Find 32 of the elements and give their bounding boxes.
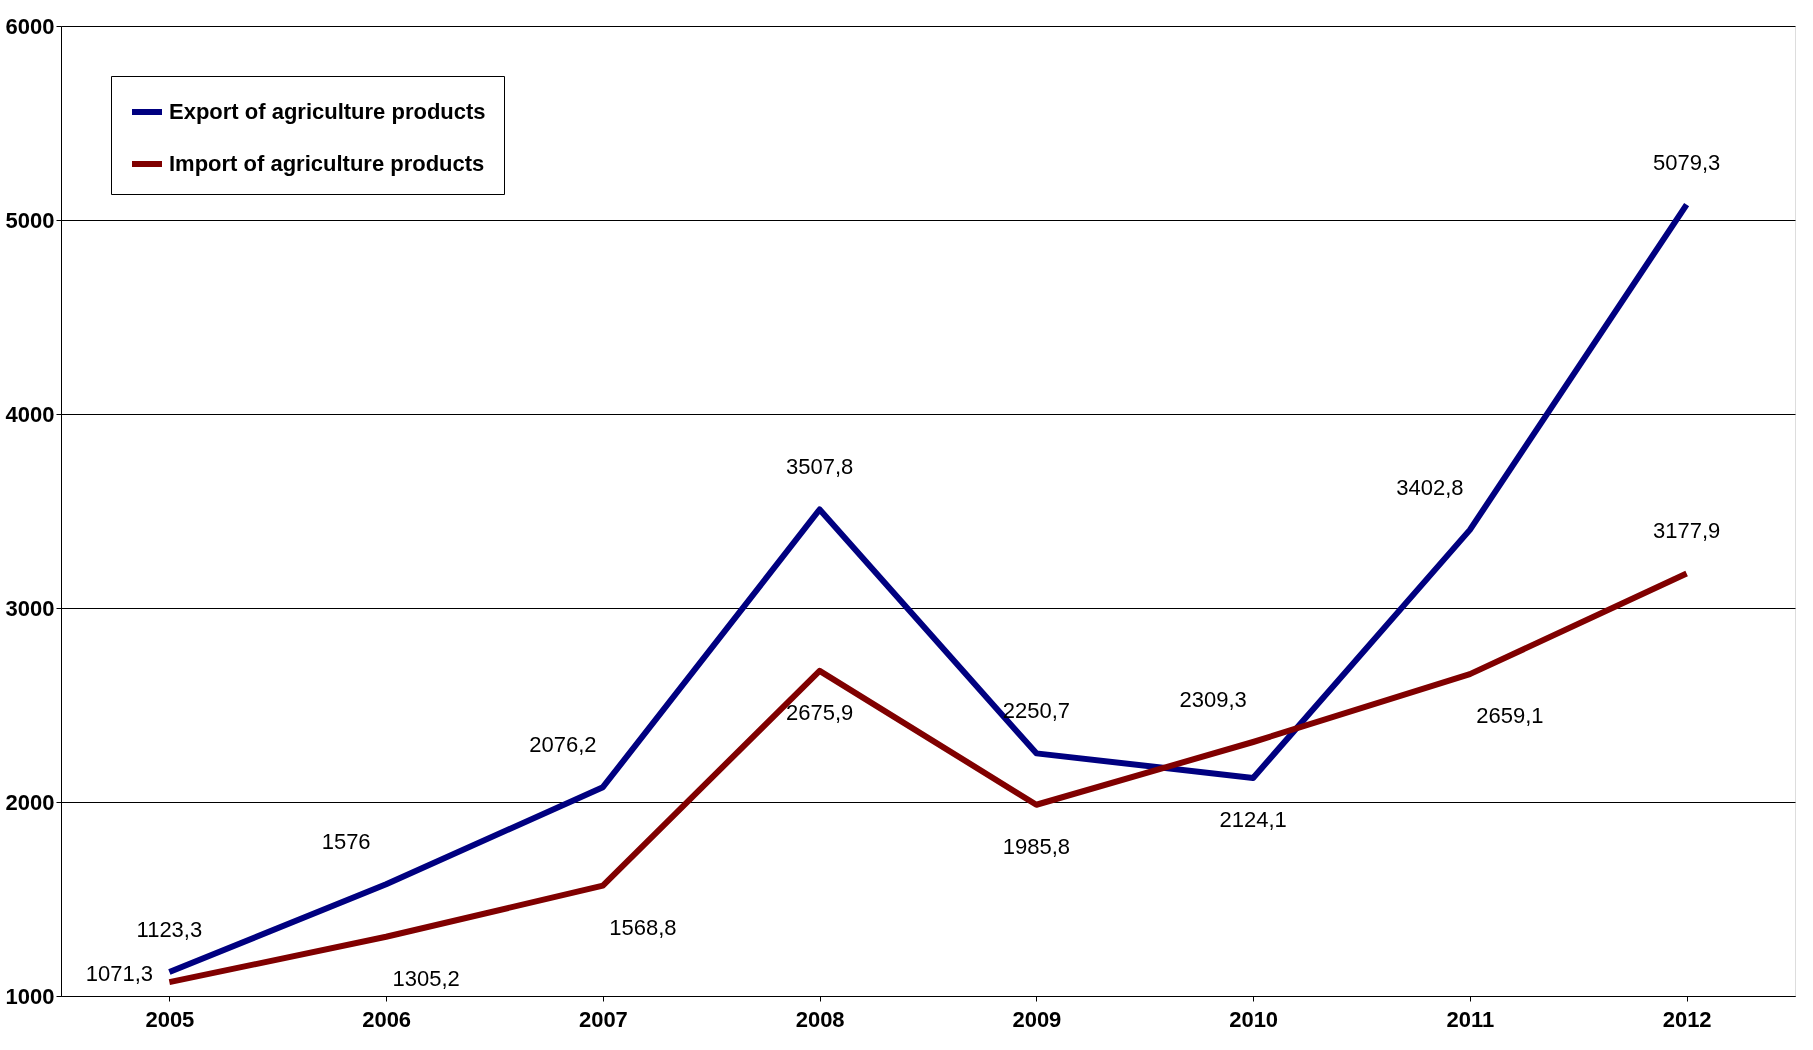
data-label: 2309,3 xyxy=(1179,687,1247,712)
data-label: 1576 xyxy=(321,829,371,855)
data-label: 2675,9 xyxy=(785,699,854,725)
data-label: 2076,2 xyxy=(529,732,597,758)
data-label: 2659,1 xyxy=(1476,703,1544,729)
x-tick-label: 2006 xyxy=(362,1006,412,1032)
data-label: 3507,8 xyxy=(785,454,854,480)
x-tick-label: 2007 xyxy=(578,1006,628,1032)
data-label: 3402,8 xyxy=(1396,474,1464,500)
y-tick-label: 3000 xyxy=(5,595,55,621)
data-label: 3177,9 xyxy=(1652,518,1721,544)
data-label: 1568,8 xyxy=(609,914,677,940)
data-label: 2124,1 xyxy=(1219,806,1287,832)
y-tick-label: 4000 xyxy=(5,401,55,427)
y-tick-label: 6000 xyxy=(5,13,55,39)
x-tick-label: 2009 xyxy=(1012,1006,1062,1032)
x-tick-label: 2008 xyxy=(795,1006,845,1032)
y-tick-label: 2000 xyxy=(5,789,55,815)
data-label: 2250,7 xyxy=(1002,698,1071,724)
data-label: 1071,3 xyxy=(85,961,154,987)
data-label: 1305,2 xyxy=(392,965,460,991)
data-label: 5079,3 xyxy=(1652,149,1721,175)
x-tick-label: 2012 xyxy=(1662,1006,1712,1032)
legend-label: Import of agriculture products xyxy=(169,151,485,176)
data-label: 1123,3 xyxy=(136,917,203,943)
data-label: 1985,8 xyxy=(1002,833,1071,859)
x-tick-label: 2005 xyxy=(145,1006,195,1032)
x-tick-label: 2011 xyxy=(1446,1006,1495,1032)
x-tick-label: 2010 xyxy=(1229,1006,1279,1032)
y-tick-label: 1000 xyxy=(5,983,55,1009)
legend-label: Export of agriculture products xyxy=(169,99,486,124)
y-tick-label: 5000 xyxy=(5,207,55,233)
